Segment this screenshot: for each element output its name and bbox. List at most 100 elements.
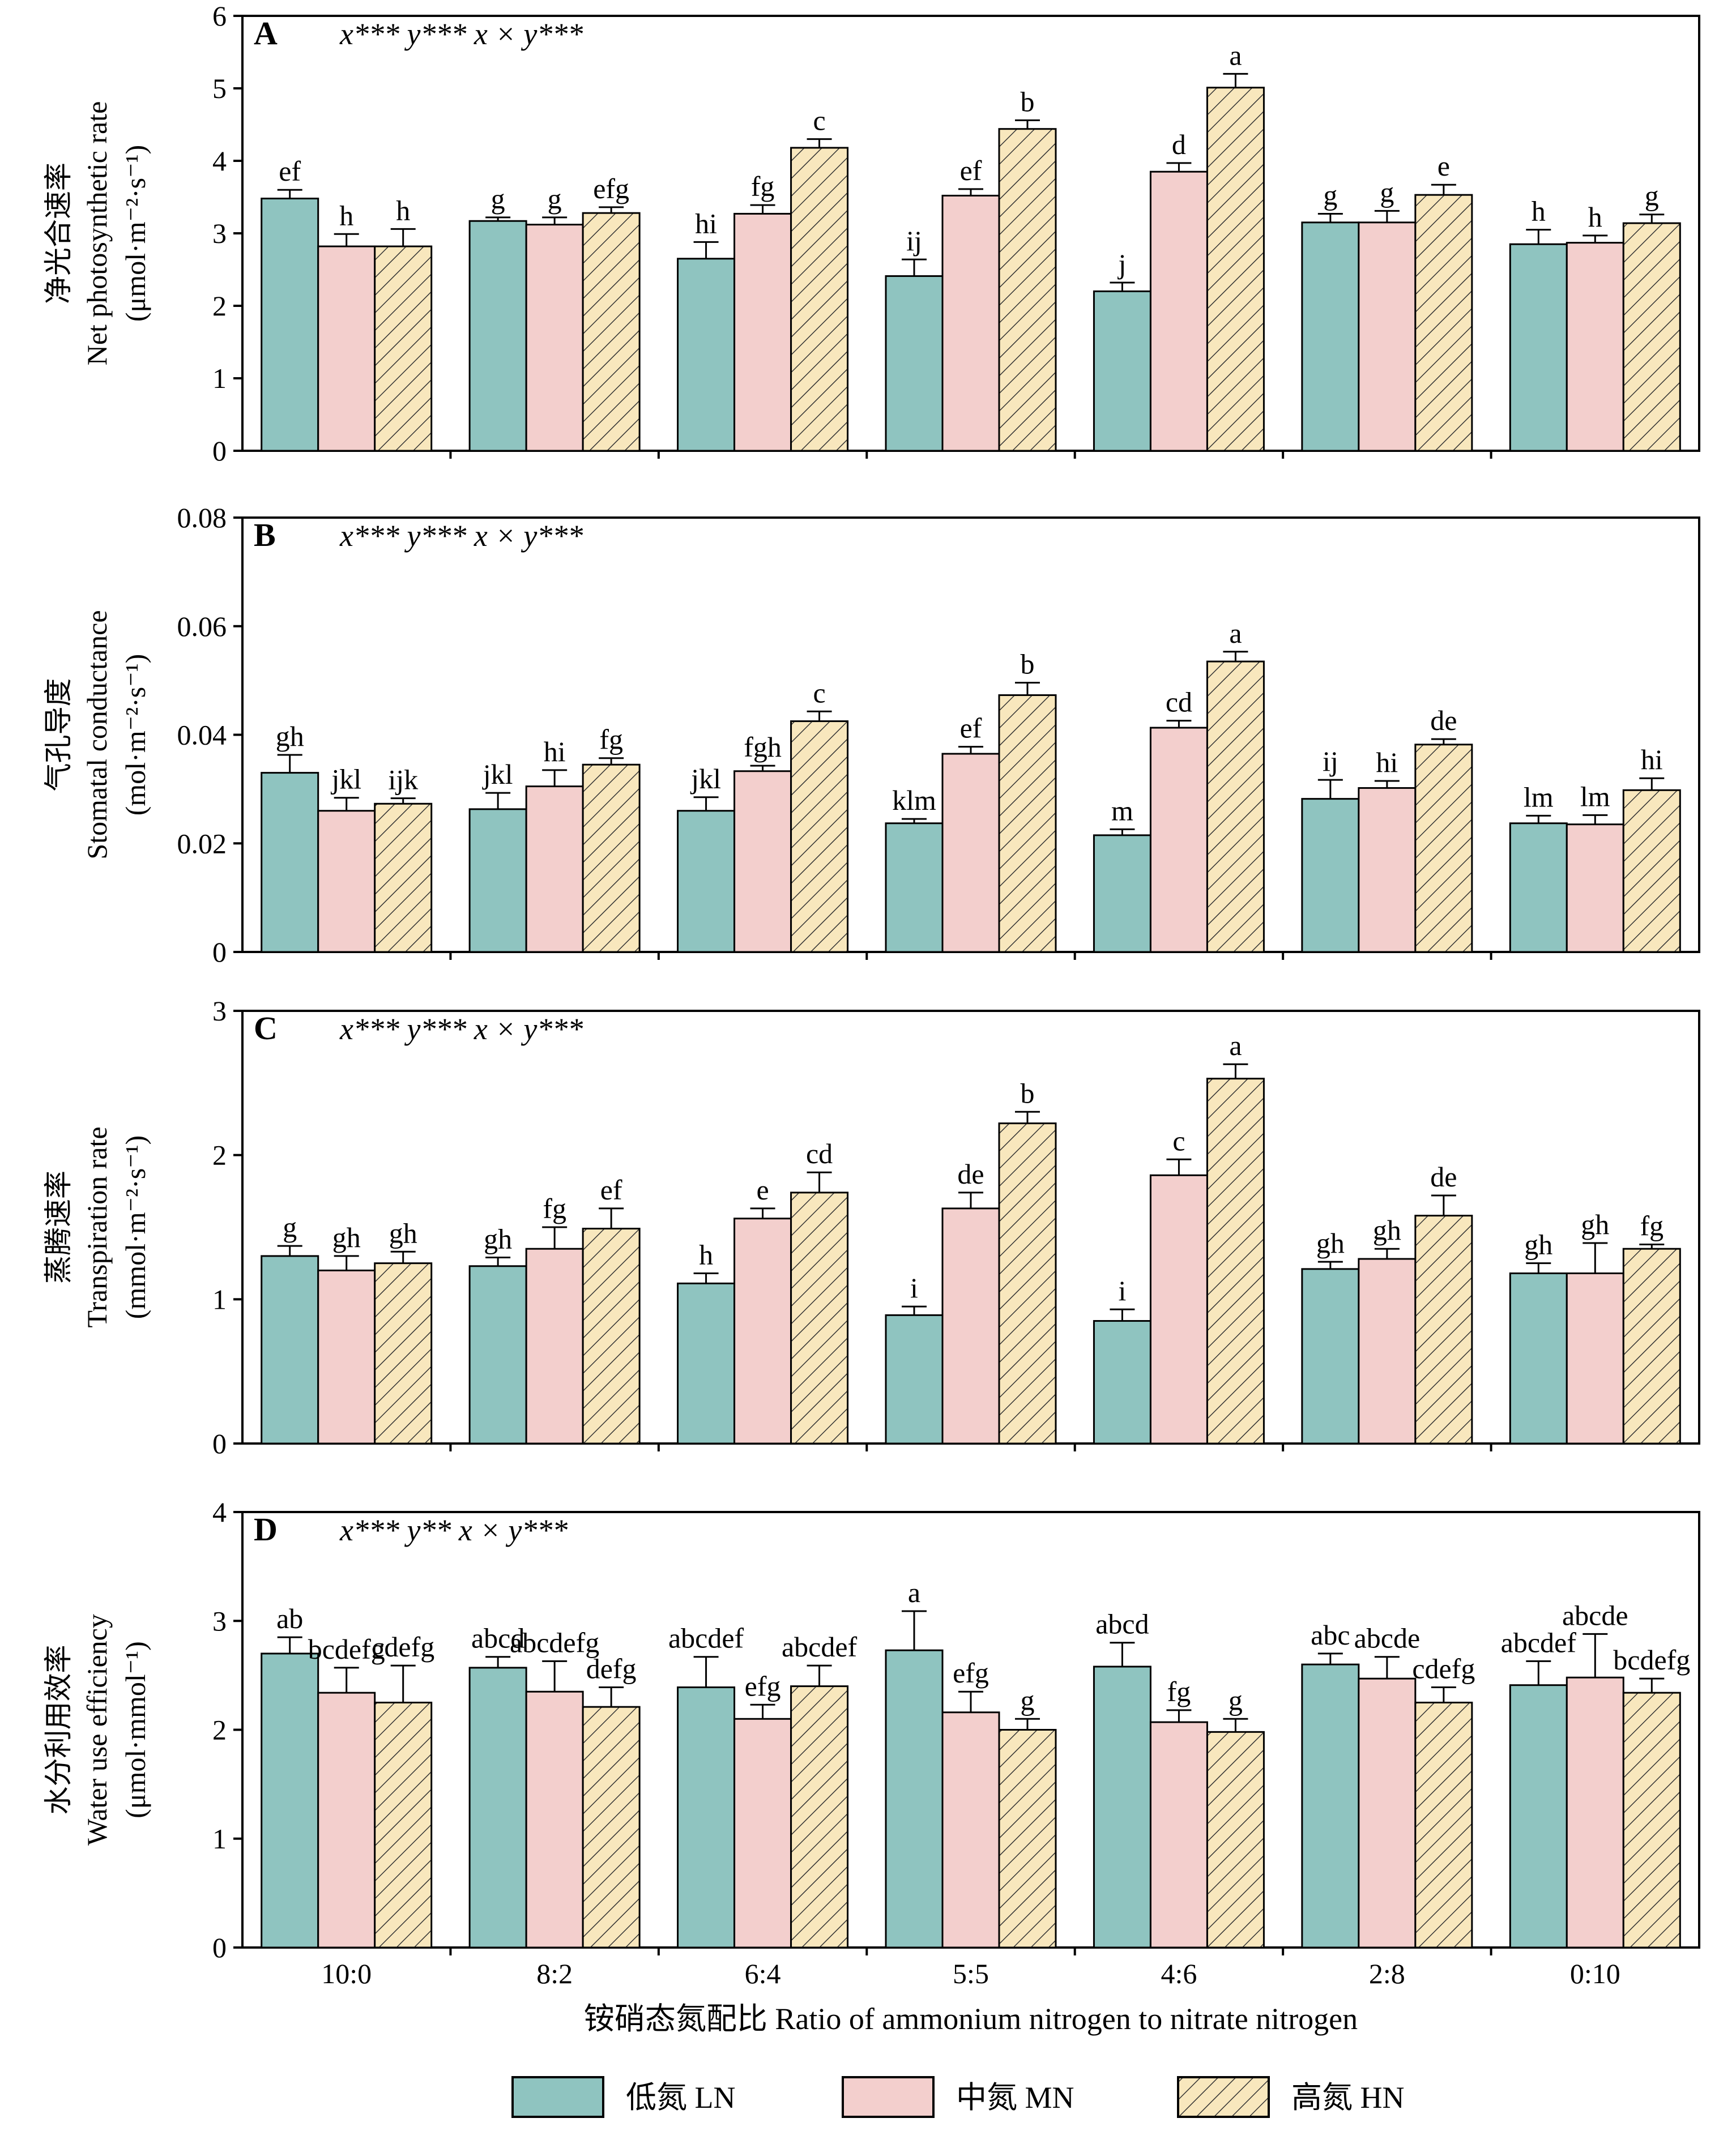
y-tick-label: 4 [212, 145, 227, 177]
significance-label: c [813, 677, 825, 708]
significance-label: g [1380, 176, 1394, 208]
bar-HN [1622, 789, 1681, 953]
y-tick-label: 1 [212, 362, 227, 394]
significance-label: bcdefg [1613, 1644, 1690, 1676]
bar-LN [261, 198, 319, 452]
y-axis-label-line: 水分利用效率 [42, 1645, 74, 1815]
bar-HN [790, 147, 849, 452]
y-tick-label: 4 [212, 1496, 227, 1528]
y-tick-label: 3 [212, 217, 227, 249]
significance-label: h [396, 194, 410, 226]
significance-label: abcdef [782, 1631, 858, 1663]
significance-label: lm [1580, 780, 1610, 812]
significance-label: g [491, 183, 505, 215]
y-tick-label: 1 [212, 1283, 227, 1315]
y-tick-label: 5 [212, 72, 227, 104]
y-tick-label: 0 [212, 1428, 227, 1459]
x-tick-label: 5:5 [953, 1958, 989, 1989]
panel-letter: D [254, 1511, 278, 1548]
bar-HN [790, 1192, 849, 1445]
significance-label: gh [276, 720, 304, 752]
significance-label: abcd [471, 1622, 524, 1654]
bar-HN [998, 1122, 1057, 1445]
bar-MN [733, 1718, 792, 1949]
significance-label: cdefg [372, 1631, 434, 1663]
stats-annotation: x*** y*** x × y*** [339, 1012, 583, 1046]
bar-HN [582, 212, 641, 452]
bar-LN [468, 220, 527, 452]
significance-label: ef [960, 712, 982, 744]
bar-HN [374, 1262, 433, 1445]
bar-LN [1509, 1272, 1568, 1445]
bar-MN [733, 770, 792, 953]
bar-HN [582, 1706, 641, 1949]
bar-LN [1509, 243, 1568, 452]
bar-HN [374, 802, 433, 953]
significance-label: g [548, 183, 562, 215]
bar-HN [582, 763, 641, 953]
significance-label: fgh [744, 731, 782, 763]
bar-MN [525, 785, 584, 953]
bar-MN [733, 212, 792, 452]
y-axis-label-line: (μmol·m⁻²·s⁻¹) [120, 145, 151, 322]
bar-LN [1509, 822, 1568, 953]
significance-label: fg [1640, 1210, 1664, 1242]
bar-MN [317, 1269, 376, 1445]
bar-LN [261, 772, 319, 953]
significance-label: b [1021, 1077, 1035, 1109]
significance-label: g [283, 1211, 297, 1243]
significance-label: h [339, 199, 353, 231]
panel-letter: B [254, 516, 276, 553]
bar-LN [261, 1652, 319, 1949]
significance-label: a [908, 1577, 920, 1608]
significance-label: ef [960, 155, 982, 186]
stats-annotation: x*** y*** x × y*** [339, 519, 583, 553]
y-tick-label: 0.08 [177, 502, 227, 533]
significance-label: g [1021, 1684, 1035, 1716]
legend-swatch-MN [842, 2076, 935, 2118]
bar-MN [941, 194, 1000, 452]
bar-MN [525, 224, 584, 452]
bar-HN [998, 128, 1057, 452]
bar-MN [317, 1692, 376, 1949]
significance-label: i [1118, 1275, 1126, 1306]
bar-LN [1301, 798, 1360, 953]
significance-label: a [1229, 39, 1242, 71]
y-tick-label: 0 [212, 435, 227, 467]
significance-label: de [957, 1158, 984, 1190]
y-axis-label-line: (μmol·mmol⁻¹) [120, 1641, 151, 1818]
bar-MN [941, 1711, 1000, 1949]
bar-LN [677, 258, 736, 452]
bar-MN [1358, 221, 1417, 452]
significance-label: g [1645, 180, 1659, 212]
significance-label: efg [745, 1670, 781, 1702]
bar-MN [525, 1690, 584, 1949]
bar-MN [1149, 727, 1208, 953]
bar-HN [1206, 1078, 1265, 1445]
significance-label: ijk [388, 764, 418, 796]
y-tick-label: 2 [212, 290, 227, 322]
significance-label: g [1229, 1684, 1243, 1716]
bar-LN [468, 1265, 527, 1445]
bar-LN [261, 1255, 319, 1445]
y-axis-label-line: (mmol·m⁻²·s⁻¹) [120, 1135, 151, 1319]
significance-label: abcd [1095, 1608, 1149, 1640]
significance-label: klm [892, 784, 936, 816]
bar-HN [1206, 1731, 1265, 1949]
significance-label: j [1117, 248, 1126, 280]
significance-label: de [1430, 704, 1457, 736]
x-tick-label: 8:2 [536, 1958, 573, 1989]
significance-label: a [1229, 1030, 1242, 1061]
significance-label: gh [1524, 1229, 1552, 1261]
significance-label: d [1172, 129, 1186, 160]
bar-LN [885, 1314, 944, 1445]
panel-letter: A [254, 15, 278, 52]
significance-label: h [1532, 195, 1546, 227]
significance-label: e [1438, 150, 1450, 182]
bar-LN [1093, 834, 1151, 953]
significance-label: ij [906, 225, 922, 257]
significance-label: m [1111, 795, 1133, 826]
